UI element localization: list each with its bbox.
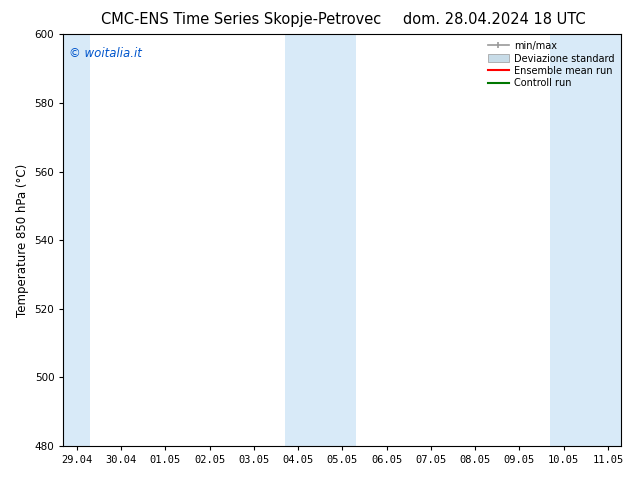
Bar [285,34,356,446]
Legend: min/max, Deviazione standard, Ensemble mean run, Controll run: min/max, Deviazione standard, Ensemble m… [486,39,616,90]
Text: dom. 28.04.2024 18 UTC: dom. 28.04.2024 18 UTC [403,12,586,27]
Bar [550,34,621,446]
Y-axis label: Temperature 850 hPa (°C): Temperature 850 hPa (°C) [16,164,29,317]
Bar [63,34,90,446]
Text: © woitalia.it: © woitalia.it [69,47,142,60]
Text: CMC-ENS Time Series Skopje-Petrovec: CMC-ENS Time Series Skopje-Petrovec [101,12,381,27]
